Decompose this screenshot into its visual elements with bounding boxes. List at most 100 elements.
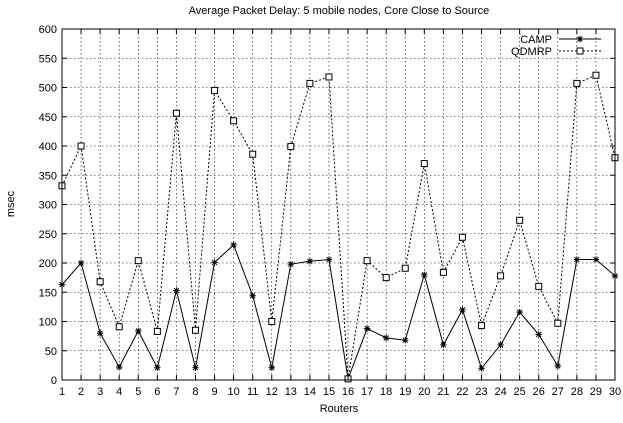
x-tick-label: 27	[552, 386, 564, 398]
x-tick-label: 24	[494, 386, 506, 398]
data-point-qdmrp	[535, 282, 543, 290]
legend-marker-camp	[576, 35, 584, 43]
y-tick-label: 200	[39, 258, 57, 270]
data-point-camp	[192, 364, 199, 371]
data-point-qdmrp	[172, 109, 180, 117]
x-tick-label: 15	[323, 386, 335, 398]
data-point-camp	[592, 256, 600, 263]
y-tick-label: 450	[39, 112, 57, 124]
data-point-qdmrp	[230, 117, 238, 125]
data-point-camp	[516, 308, 523, 316]
data-point-qdmrp	[306, 79, 314, 87]
y-tick-label: 500	[39, 83, 57, 95]
data-point-qdmrp	[478, 322, 486, 330]
data-point-qdmrp	[325, 73, 333, 81]
x-tick-label: 11	[247, 386, 258, 398]
x-tick-label: 21	[437, 386, 449, 398]
data-point-qdmrp	[554, 319, 562, 327]
data-point-camp	[287, 260, 295, 268]
data-point-qdmrp	[420, 160, 428, 168]
y-tick-label: 250	[39, 229, 57, 241]
y-tick-label: 50	[45, 346, 57, 358]
x-tick-label: 30	[609, 386, 621, 398]
data-point-camp	[363, 325, 371, 332]
x-tick-label: 26	[533, 386, 545, 398]
x-axis-label: Routers	[320, 403, 359, 415]
data-point-qdmrp	[153, 327, 161, 335]
y-tick-label: 550	[39, 53, 57, 65]
data-point-qdmrp	[516, 216, 524, 224]
legend-marker-qdmrp	[576, 47, 584, 55]
x-tick-label: 28	[571, 386, 583, 398]
x-tick-label: 1	[59, 386, 65, 398]
data-point-camp	[459, 306, 466, 313]
data-point-qdmrp	[382, 274, 390, 282]
data-point-camp	[211, 259, 218, 266]
x-tick-label: 14	[304, 386, 316, 398]
data-point-qdmrp	[77, 142, 85, 150]
x-tick-label: 6	[154, 386, 160, 398]
y-tick-label: 100	[39, 317, 57, 329]
series-line-qdmrp	[61, 74, 616, 379]
x-tick-label: 3	[97, 386, 103, 398]
data-point-camp	[135, 327, 142, 335]
data-point-qdmrp	[573, 79, 581, 87]
y-tick-label: 350	[39, 170, 57, 182]
x-tick-label: 19	[399, 386, 411, 398]
legend-label-camp: CAMP	[520, 34, 552, 46]
data-point-camp	[554, 362, 561, 370]
data-point-camp	[173, 287, 180, 294]
x-tick-label: 16	[342, 386, 354, 398]
x-tick-label: 29	[590, 386, 602, 398]
legend-label-qdmrp: QDMRP	[511, 46, 552, 58]
x-tick-label: 22	[456, 386, 468, 398]
data-point-qdmrp	[115, 323, 123, 331]
data-point-qdmrp	[211, 86, 219, 94]
data-point-qdmrp	[401, 264, 409, 272]
data-point-qdmrp	[592, 71, 600, 79]
x-tick-label: 25	[514, 386, 526, 398]
data-point-camp	[478, 365, 485, 372]
y-tick-label: 150	[39, 287, 57, 299]
x-tick-label: 13	[285, 386, 297, 398]
y-tick-label: 600	[39, 24, 57, 36]
x-tick-label: 23	[475, 386, 487, 398]
data-point-camp	[306, 258, 314, 265]
data-point-camp	[535, 331, 542, 338]
data-point-camp	[497, 341, 504, 349]
data-point-qdmrp	[458, 233, 466, 241]
ticks: 1 2 3 4 5 6 7 8 9 10 11 12 13 14 15 16 17 18 19 20 21 22 23 24 2…	[39, 24, 621, 398]
chart-title: Average Packet Delay: 5 mobile nodes, Co…	[189, 5, 490, 17]
series-group	[58, 71, 619, 383]
series-line-camp	[61, 243, 616, 381]
data-point-qdmrp	[191, 326, 199, 334]
data-point-camp	[402, 337, 409, 344]
data-point-camp	[77, 259, 85, 267]
x-tick-label: 4	[116, 386, 122, 398]
y-axis-label: msec	[5, 190, 17, 217]
data-point-camp	[440, 341, 447, 349]
data-point-qdmrp	[497, 272, 505, 280]
data-point-qdmrp	[363, 257, 371, 265]
x-tick-label: 20	[418, 386, 430, 398]
data-point-camp	[573, 256, 581, 263]
data-point-camp	[325, 256, 333, 263]
data-point-qdmrp	[439, 268, 447, 276]
data-point-camp	[116, 363, 123, 371]
data-point-qdmrp	[249, 150, 257, 158]
x-tick-label: 7	[173, 386, 179, 398]
data-point-qdmrp	[287, 143, 295, 151]
x-tick-label: 12	[266, 386, 278, 398]
data-point-camp	[382, 334, 390, 342]
x-tick-label: 8	[192, 386, 198, 398]
x-tick-label: 17	[361, 386, 373, 398]
data-point-qdmrp	[96, 278, 104, 286]
data-point-qdmrp	[134, 257, 142, 265]
data-point-camp	[268, 364, 275, 371]
x-tick-label: 9	[211, 386, 217, 398]
x-tick-label: 10	[227, 386, 239, 398]
x-tick-label: 2	[78, 386, 84, 398]
data-point-camp	[96, 330, 104, 337]
